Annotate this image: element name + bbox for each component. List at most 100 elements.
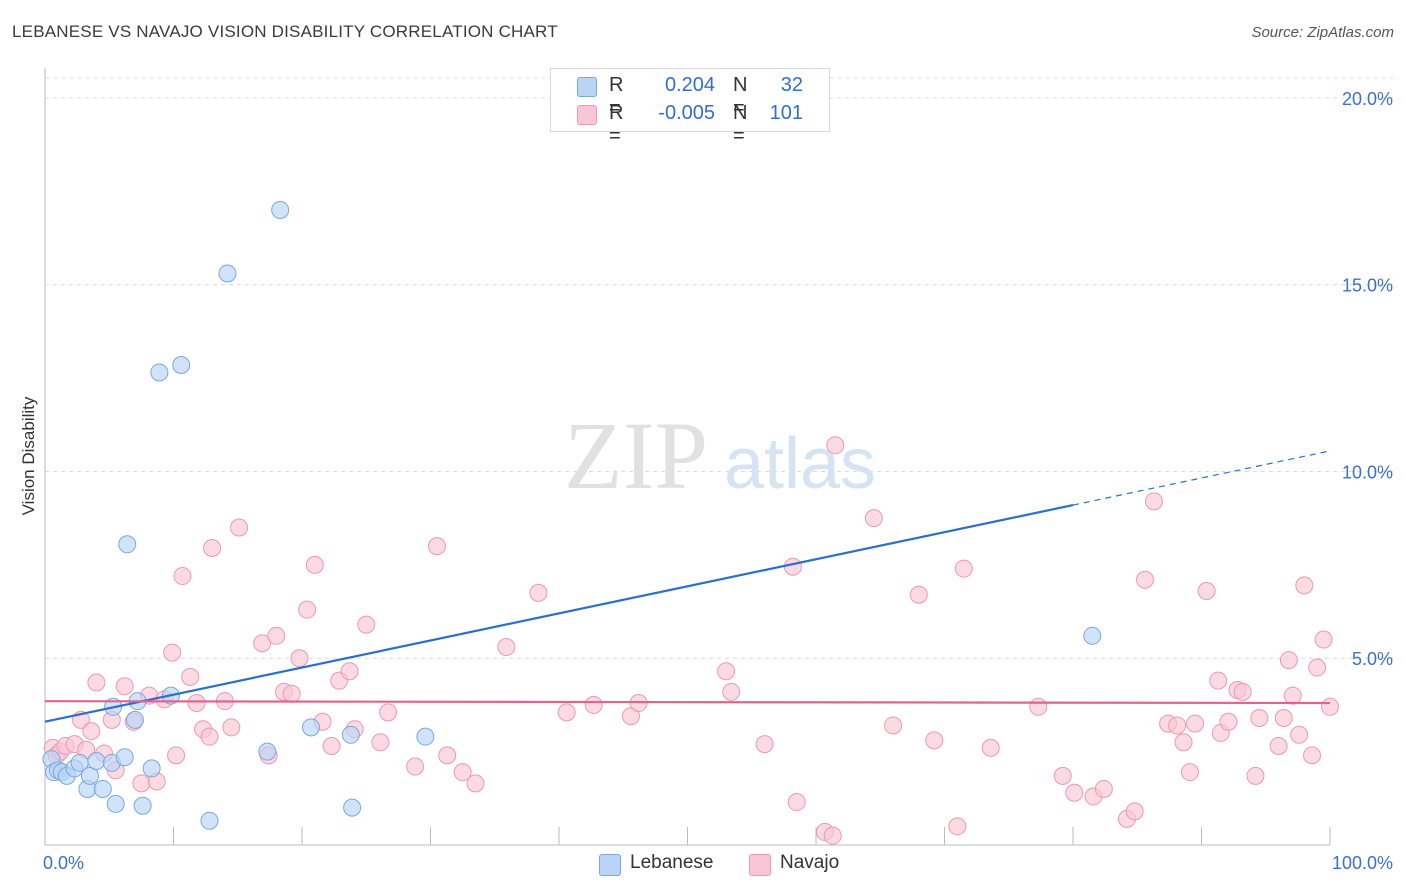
lebanese-point (343, 798, 362, 817)
lebanese-point (172, 355, 191, 374)
navajo-point (222, 718, 241, 737)
tick-labels: 5.0% 10.0% 15.0% 20.0% 0.0% 100.0% (43, 89, 1393, 873)
correlation-legend: R = 0.204 N = 32 R = -0.005 N = 101 (550, 68, 830, 147)
navajo-point (954, 559, 973, 578)
navajo-point (1321, 697, 1339, 716)
navajo-point (253, 634, 272, 653)
lebanese-point (142, 759, 161, 778)
lebanese-trend-line (44, 503, 1074, 723)
navajo-trend-line (44, 700, 1331, 705)
lebanese-point (416, 727, 435, 746)
legend-label-lebanese: Lebanese (630, 852, 714, 873)
navajo-point (163, 643, 182, 662)
navajo-point (1246, 766, 1265, 785)
legend-r-value: 0.204 (664, 74, 715, 96)
navajo-point (1303, 746, 1322, 765)
navajo-point (282, 684, 301, 703)
y-tick-label: 10.0% (1342, 462, 1393, 482)
lebanese-swatch (599, 854, 621, 876)
navajo-point (1233, 682, 1252, 701)
navajo-point (1168, 716, 1187, 735)
x-tick-label: 100.0% (1332, 853, 1393, 873)
y-tick-label: 20.0% (1342, 89, 1393, 109)
lebanese-point (150, 363, 169, 382)
navajo-point (453, 763, 472, 782)
navajo-point (909, 585, 928, 604)
legend-r-label: R = (609, 102, 624, 147)
navajo-point (379, 703, 398, 722)
lebanese-point (87, 751, 106, 770)
navajo-point (1094, 779, 1113, 798)
lebanese-point (106, 794, 125, 813)
navajo-point (584, 695, 603, 714)
legend-n-value: 101 (769, 102, 803, 124)
navajo-swatch (577, 105, 597, 125)
navajo-point (1295, 576, 1314, 595)
navajo-swatch (749, 854, 771, 876)
navajo-point (1269, 737, 1288, 756)
navajo-point (290, 649, 309, 668)
navajo-point (722, 682, 741, 701)
lebanese-point (341, 725, 360, 744)
chart-source: Source: ZipAtlas.com (1251, 24, 1394, 41)
navajo-point (981, 738, 1000, 757)
navajo-point (82, 722, 101, 741)
navajo-point (427, 537, 446, 556)
navajo-point (884, 716, 903, 735)
navajo-point (1250, 708, 1269, 727)
y-tick-label: 15.0% (1342, 276, 1393, 296)
navajo-point (203, 539, 222, 558)
navajo-point (187, 694, 206, 713)
navajo-point (200, 727, 219, 746)
navajo-point (115, 677, 134, 696)
lebanese-point (301, 718, 320, 737)
lebanese-swatch (577, 77, 597, 97)
legend-label-navajo: Navajo (780, 852, 840, 873)
navajo-point (925, 731, 944, 750)
navajo-point (1219, 712, 1238, 731)
legend-r-value: -0.005 (658, 102, 715, 124)
navajo-point (1125, 802, 1144, 821)
navajo-point (717, 662, 736, 681)
navajo-point (1308, 658, 1327, 677)
data-points (42, 200, 1339, 845)
navajo-point (1180, 763, 1199, 782)
chart-title: LEBANESE VS NAVAJO VISION DISABILITY COR… (12, 22, 558, 41)
navajo-point (181, 667, 200, 686)
navajo-point (466, 774, 485, 793)
lebanese-point (115, 748, 134, 767)
navajo-point (1209, 671, 1228, 690)
navajo-point (557, 703, 576, 722)
navajo-point (1135, 570, 1154, 589)
lebanese-point (258, 742, 277, 761)
navajo-point (823, 826, 842, 845)
navajo-point (1186, 714, 1205, 733)
navajo-point (305, 555, 324, 574)
navajo-point (357, 615, 376, 634)
lebanese-point (93, 779, 112, 798)
navajo-point (755, 735, 774, 754)
lebanese-point (271, 200, 290, 219)
navajo-point (167, 746, 186, 765)
navajo-point (406, 757, 425, 776)
navajo-point (1174, 733, 1193, 752)
legend-n-label: N = (733, 74, 748, 119)
navajo-point (783, 557, 802, 576)
watermark-atlas: atlas (724, 424, 876, 504)
lebanese-point (133, 796, 152, 815)
navajo-point (340, 662, 359, 681)
navajo-point (1144, 492, 1163, 511)
lebanese-point (118, 535, 137, 554)
navajo-point (1065, 783, 1084, 802)
watermark: ZIP atlas (564, 402, 876, 509)
lebanese-trend-extension (1072, 450, 1331, 506)
navajo-point (787, 793, 806, 812)
navajo-point (1053, 766, 1072, 785)
x-tick-label: 0.0% (43, 853, 84, 873)
gridlines (45, 77, 1395, 659)
legend-n-value: 32 (780, 74, 803, 96)
navajo-point (1279, 651, 1298, 670)
lebanese-point (80, 766, 99, 785)
navajo-point (948, 817, 967, 836)
